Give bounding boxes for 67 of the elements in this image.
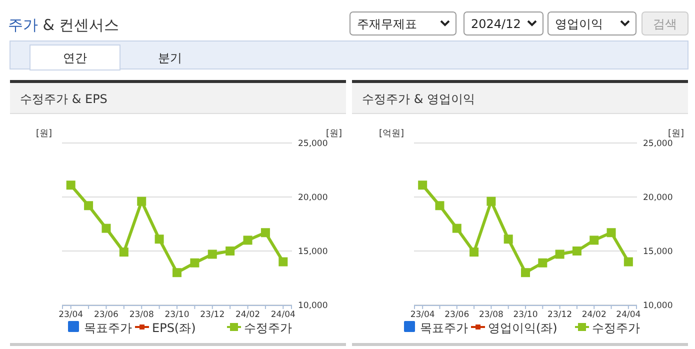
point bbox=[260, 228, 270, 238]
point bbox=[172, 268, 182, 278]
x-tick-label: 23/12 bbox=[548, 310, 572, 320]
x-tick-label: 23/08 bbox=[478, 310, 504, 320]
point bbox=[154, 234, 164, 244]
x-tick-label: 23/08 bbox=[129, 310, 154, 320]
y-axis-title: [원] bbox=[36, 129, 52, 139]
y2-axis-title: [원] bbox=[668, 129, 684, 139]
text: 20,000 bbox=[298, 193, 328, 203]
text: 20,000 bbox=[643, 193, 673, 203]
x-tick-label: 23/06 bbox=[444, 310, 470, 320]
text: 25,000 bbox=[643, 139, 673, 149]
point bbox=[226, 246, 235, 256]
point bbox=[624, 257, 633, 266]
x-tick-label: 23/04 bbox=[58, 310, 84, 320]
legend-label: 수정주가 bbox=[592, 321, 640, 335]
point bbox=[84, 201, 94, 210]
point bbox=[470, 248, 479, 257]
point bbox=[606, 228, 616, 238]
legend-label: 영업이익(좌) bbox=[488, 321, 558, 335]
chart-title: 수정주가 & 영업이익 bbox=[362, 92, 475, 106]
point bbox=[486, 196, 496, 206]
text: 15,000 bbox=[643, 247, 673, 257]
text: 검색 bbox=[653, 17, 677, 31]
point bbox=[137, 196, 146, 206]
point bbox=[119, 248, 128, 257]
text: 분기 bbox=[158, 51, 182, 65]
point bbox=[590, 236, 599, 245]
text: 10,000 bbox=[643, 301, 673, 311]
x-tick-label: 24/02 bbox=[236, 310, 260, 320]
legend-label: 수정주가 bbox=[244, 321, 292, 335]
text: 25,000 bbox=[298, 139, 328, 149]
x-tick-label: 24/04 bbox=[616, 310, 641, 320]
text: 2024/12 bbox=[471, 17, 521, 31]
point bbox=[572, 246, 582, 256]
text: 영업이익 bbox=[555, 17, 603, 31]
point bbox=[418, 180, 428, 190]
point bbox=[555, 250, 564, 259]
point bbox=[504, 234, 513, 244]
x-tick-label: 23/12 bbox=[200, 310, 225, 320]
point bbox=[66, 180, 76, 190]
point bbox=[435, 201, 444, 210]
point bbox=[190, 258, 200, 268]
legend-label: EPS(좌) bbox=[152, 321, 196, 335]
x-tick-label: 23/04 bbox=[410, 310, 435, 320]
x-tick-label: 23/10 bbox=[164, 310, 190, 320]
point bbox=[208, 250, 217, 259]
y2-axis-title: [원] bbox=[326, 129, 342, 139]
x-tick-label: 24/02 bbox=[582, 310, 606, 320]
legend-label: 목표주가 bbox=[84, 321, 132, 335]
chart-title: 수정주가 & EPS bbox=[20, 92, 108, 106]
point bbox=[538, 258, 548, 268]
y-axis-title: [억원] bbox=[378, 129, 404, 139]
point bbox=[278, 257, 288, 266]
point bbox=[452, 224, 462, 233]
point bbox=[102, 224, 111, 233]
point bbox=[521, 268, 530, 278]
text: 주재무제표 bbox=[357, 17, 417, 31]
x-tick-label: 23/10 bbox=[513, 310, 538, 320]
text: 연간 bbox=[63, 51, 87, 65]
text: 15,000 bbox=[298, 247, 328, 257]
legend-label: 목표주가 bbox=[420, 321, 468, 335]
x-tick-label: 24/04 bbox=[270, 310, 296, 320]
x-tick-label: 23/06 bbox=[94, 310, 118, 320]
text: 주가 & 컨센서스 bbox=[8, 16, 120, 34]
text: 10,000 bbox=[298, 301, 328, 311]
point bbox=[243, 236, 252, 245]
